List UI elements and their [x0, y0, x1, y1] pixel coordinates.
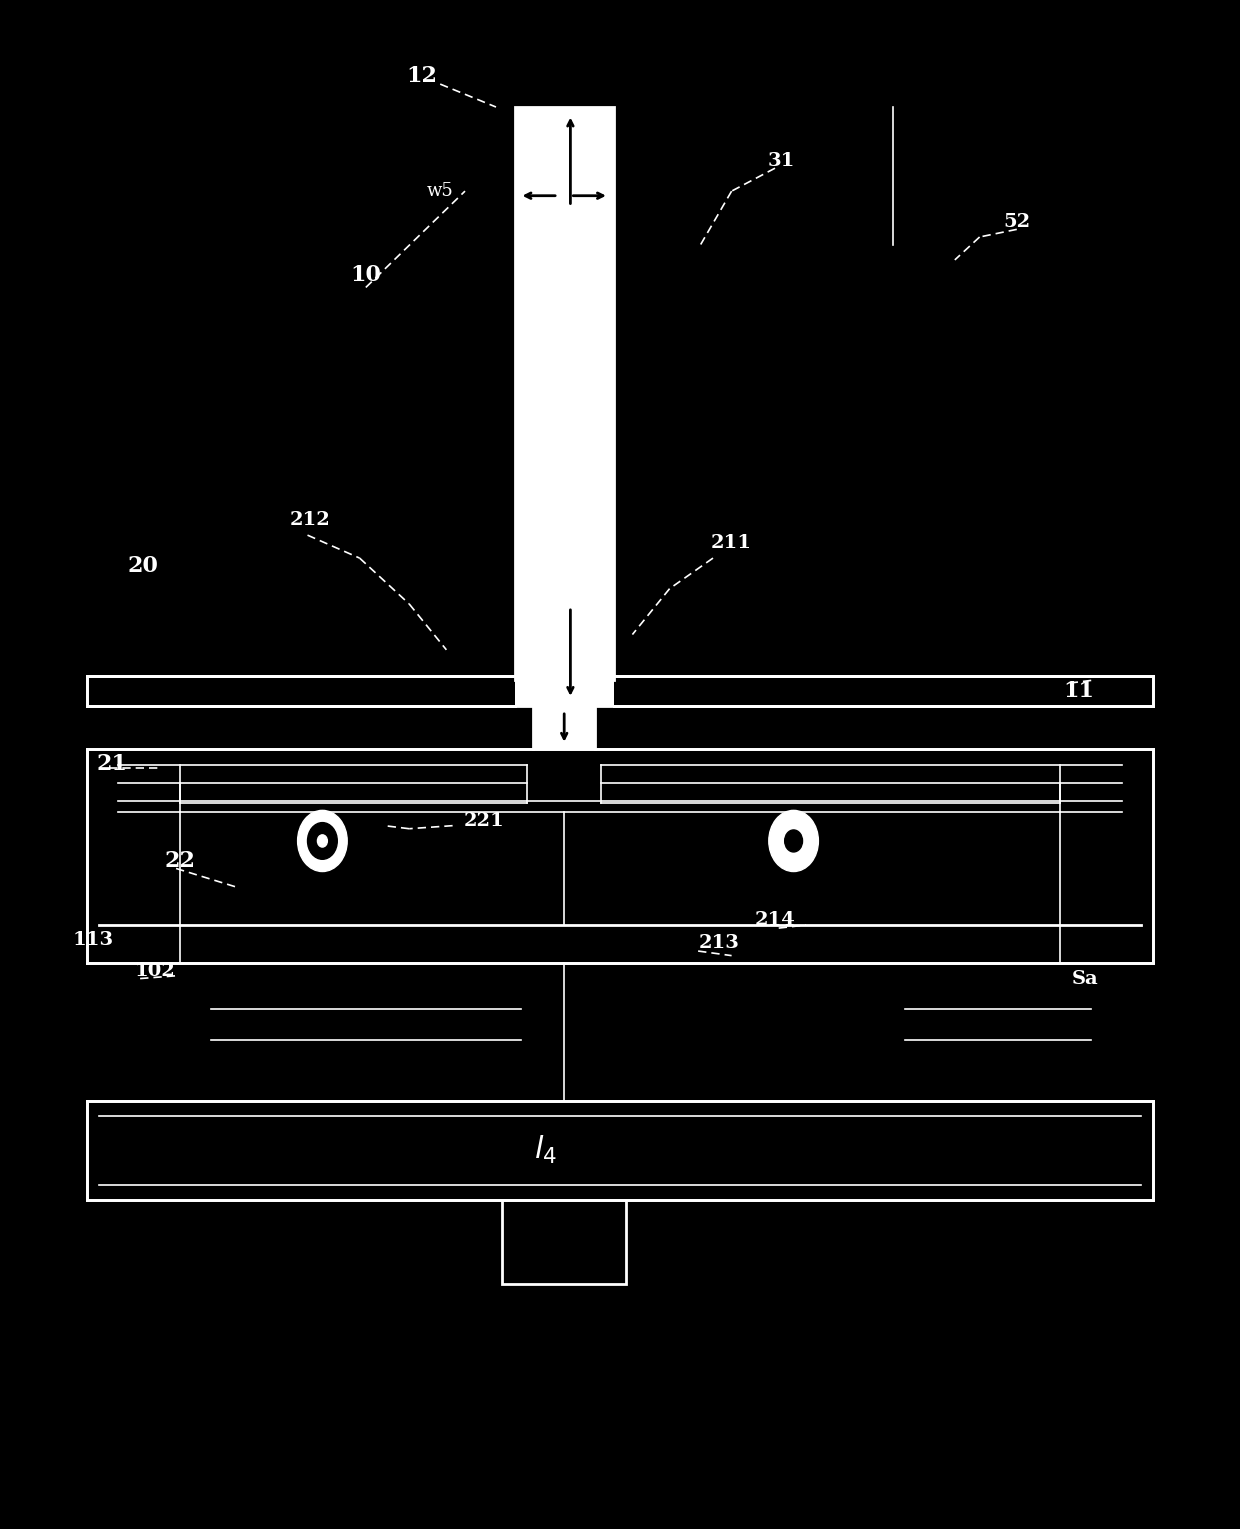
Bar [515, 676, 614, 706]
Text: 11: 11 [1063, 680, 1094, 702]
Text: 102: 102 [135, 962, 175, 980]
Bar [533, 706, 595, 749]
Bar [515, 107, 614, 680]
Text: 22: 22 [164, 850, 195, 872]
Text: 211: 211 [711, 534, 753, 552]
Text: 31: 31 [768, 151, 795, 170]
Circle shape [317, 835, 327, 847]
Text: 12: 12 [407, 66, 438, 87]
Bar [87, 749, 1153, 963]
Bar [502, 1200, 626, 1284]
Circle shape [785, 830, 802, 852]
Text: 21: 21 [97, 754, 126, 775]
Text: $l_5$: $l_5$ [543, 379, 568, 416]
Text: 52: 52 [1003, 213, 1030, 231]
Text: 221: 221 [464, 812, 503, 830]
Bar [87, 676, 1153, 706]
Text: 213: 213 [699, 934, 739, 953]
Text: 113: 113 [72, 931, 114, 950]
Text: 10: 10 [351, 265, 381, 286]
Text: 20: 20 [128, 555, 157, 576]
Circle shape [308, 823, 337, 859]
Bar [87, 1101, 1153, 1200]
Text: 212: 212 [290, 511, 330, 529]
Text: w5: w5 [427, 182, 454, 200]
Circle shape [769, 810, 818, 872]
Circle shape [298, 810, 347, 872]
Text: $l_4$: $l_4$ [534, 1135, 557, 1165]
Text: Sa: Sa [1071, 969, 1099, 988]
Text: 214: 214 [755, 911, 795, 930]
